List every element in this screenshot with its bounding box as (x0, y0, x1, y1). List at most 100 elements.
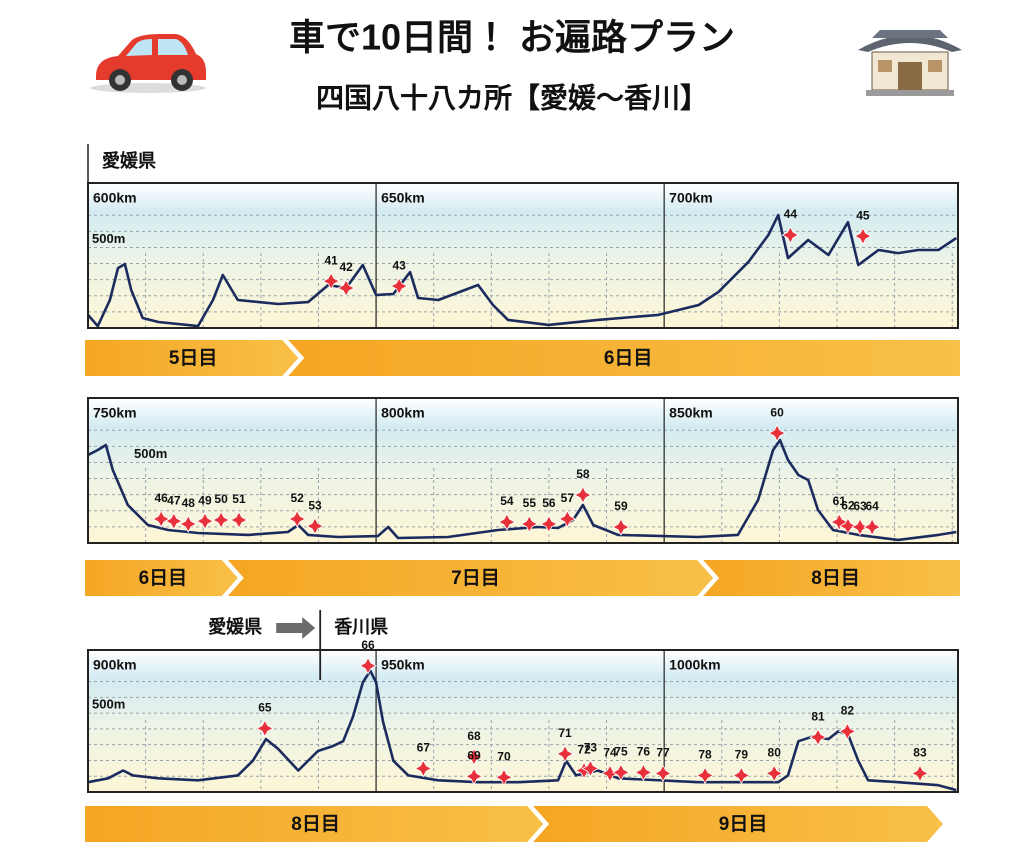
temple-marker (322, 272, 340, 290)
temple-marker (230, 511, 248, 529)
temple-label: 75 (614, 745, 628, 759)
prefecture-label: 愛媛県 (102, 150, 156, 171)
temple-marker (179, 515, 198, 533)
prefecture-arrow (276, 617, 316, 639)
temple-marker (212, 511, 230, 529)
temple-marker (556, 744, 574, 763)
temple-label: 51 (232, 492, 246, 506)
temple-label: 49 (198, 493, 212, 507)
temple-marker (830, 513, 849, 531)
temple-marker (414, 759, 433, 778)
temple-marker (654, 764, 672, 783)
temple-label: 50 (214, 492, 228, 506)
plot-background (88, 183, 958, 328)
plot-frame (87, 397, 959, 544)
temple-label: 58 (576, 467, 590, 481)
temple-label: 80 (768, 746, 782, 760)
subtitle: 四国八十八カ所【愛媛～香川】 (316, 82, 708, 113)
x-tick-label: 700km (669, 190, 713, 206)
temple-marker (809, 728, 827, 747)
temple-marker (851, 518, 869, 536)
temple-label: 52 (290, 491, 304, 505)
temple-marker (498, 513, 516, 531)
elevation-line (87, 669, 957, 792)
y-tick-label: 500m (92, 697, 125, 712)
temple-label: 79 (735, 748, 749, 762)
temple-marker (152, 510, 171, 528)
temple-marker (465, 747, 483, 766)
temple-label: 41 (324, 253, 338, 267)
temple-label: 69 (467, 749, 481, 763)
temple-label: 59 (614, 499, 628, 513)
temple-marker (196, 512, 214, 530)
prefecture-label: 愛媛県 (208, 616, 262, 637)
x-tick-label: 750km (93, 405, 137, 421)
temple-label: 48 (182, 496, 196, 510)
day-bar (533, 806, 944, 842)
elevation-line (87, 213, 958, 328)
temple-label: 77 (656, 746, 670, 760)
day-bar (703, 560, 960, 596)
temple-label: 54 (500, 494, 514, 508)
x-tick-label: 600km (93, 190, 137, 206)
day-label: 8日目 (291, 814, 340, 835)
x-tick-label: 1000km (669, 657, 720, 673)
y-tick-label: 500m (92, 231, 125, 246)
day-label: 6日目 (139, 568, 188, 589)
day-label: 5日目 (169, 348, 218, 369)
temple-label: 57 (561, 491, 575, 505)
temple-marker (337, 279, 355, 297)
temple-label: 71 (558, 726, 572, 740)
temple-marker (612, 763, 630, 782)
temple-label: 74 (603, 746, 617, 760)
temple-label: 65 (258, 701, 272, 715)
temple-marker (854, 227, 872, 246)
temple-label: 62 (841, 498, 855, 512)
prefecture-label: 香川県 (333, 617, 388, 637)
x-tick-label: 650km (381, 190, 425, 206)
temple-marker (465, 767, 483, 786)
temple-marker (838, 722, 857, 741)
temple-label: 55 (523, 496, 537, 510)
temple-label: 61 (833, 494, 847, 508)
temple-marker (256, 719, 274, 738)
temple-marker (768, 424, 786, 442)
temple-marker (863, 518, 881, 536)
temple-label: 64 (865, 499, 879, 513)
day-bar (85, 806, 544, 842)
temple-label: 43 (392, 258, 406, 272)
y-tick-label: 500m (134, 446, 167, 461)
temple-marker (581, 759, 600, 778)
temple-marker (520, 515, 539, 533)
temple-label: 82 (841, 704, 855, 718)
temple-label: 45 (856, 208, 870, 222)
temple-marker (911, 764, 929, 783)
day-bar (85, 560, 238, 596)
temple-label: 83 (913, 746, 927, 760)
day-label: 7日目 (451, 568, 500, 589)
temple-label: 42 (339, 260, 353, 274)
temple-marker (696, 766, 714, 785)
temple-label: 67 (417, 741, 431, 755)
x-tick-label: 950km (381, 657, 425, 673)
temple-label: 76 (637, 745, 651, 759)
plot-frame (87, 182, 959, 329)
temple-label: 68 (467, 729, 481, 743)
temple-icon (858, 30, 962, 96)
temple-label: 47 (167, 493, 181, 507)
temple-marker (574, 486, 592, 504)
temple-label: 46 (154, 491, 168, 505)
temple-marker (634, 763, 653, 782)
day-bar (85, 340, 299, 376)
day-label: 9日目 (719, 814, 768, 835)
temple-label: 78 (698, 748, 712, 762)
temple-label: 81 (811, 709, 825, 723)
temple-label: 53 (308, 498, 322, 512)
plot-frame (87, 649, 959, 793)
temple-marker (732, 766, 751, 785)
day-bar (288, 340, 961, 376)
x-tick-label: 900km (93, 657, 137, 673)
day-label: 8日目 (811, 568, 860, 589)
